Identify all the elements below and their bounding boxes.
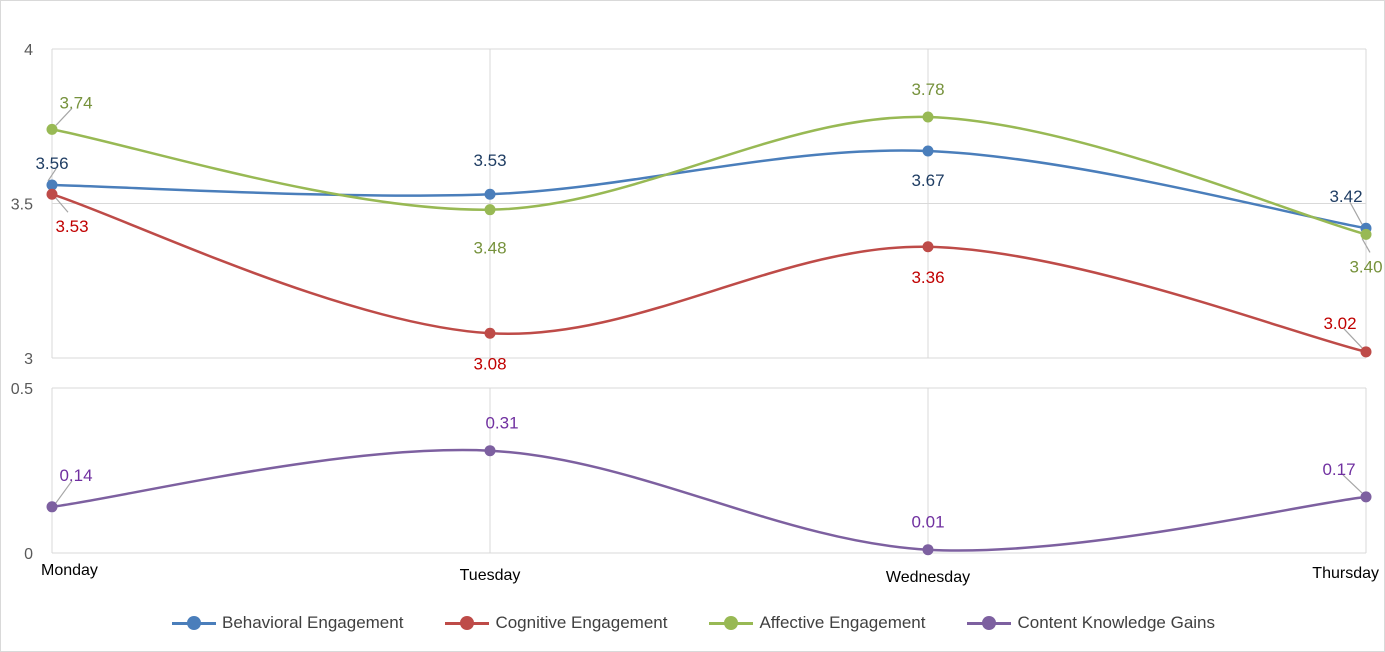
legend-item-content-knowledge[interactable]: Content Knowledge Gains (967, 613, 1215, 633)
data-label: 3.42 (1329, 187, 1362, 206)
data-label: 3.53 (55, 217, 88, 236)
series-line (51, 115, 1367, 236)
data-label: 3.08 (473, 354, 506, 373)
data-label-leader (47, 168, 57, 182)
data-point (922, 241, 934, 253)
data-point (922, 111, 934, 123)
data-label: 3.78 (911, 80, 944, 99)
data-label-leader (1361, 238, 1371, 253)
legend-marker (724, 616, 739, 630)
data-label: 3.56 (35, 154, 68, 173)
x-category-label: Monday (41, 562, 98, 579)
y-tick-label: 0 (24, 546, 33, 563)
data-label: 3.40 (1349, 257, 1382, 276)
series-line (51, 448, 1367, 552)
data-point (46, 123, 58, 135)
x-category-label: Wednesday (886, 569, 970, 586)
legend-label: Cognitive Engagement (495, 613, 668, 632)
data-point (46, 501, 58, 513)
legend: Behavioral Engagement Cognitive Engageme… (1, 613, 1385, 633)
series-line (51, 149, 1367, 230)
legend-swatch-behavioral (171, 616, 216, 630)
data-point (484, 327, 496, 339)
chart-svg: 3 3.5 4 3.56 3.53 3.67 3.42 3.53 3.08 3.36 3.02 3.7… (11, 42, 1383, 586)
legend-item-cognitive[interactable]: Cognitive Engagement (445, 613, 667, 633)
y-tick-label: 0.5 (11, 381, 33, 398)
legend-marker (460, 616, 475, 630)
legend-marker (982, 616, 997, 630)
data-point (1360, 228, 1372, 240)
data-label: 0.31 (485, 414, 518, 433)
data-point (46, 188, 58, 200)
data-point (46, 179, 58, 191)
data-label: 3.48 (473, 239, 506, 258)
data-point (1360, 491, 1372, 503)
legend-item-behavioral[interactable]: Behavioral Engagement (171, 613, 404, 633)
data-label: 3.53 (473, 151, 506, 170)
data-point (922, 145, 934, 157)
data-point (484, 445, 496, 457)
data-point (922, 544, 934, 556)
y-tick-label: 4 (24, 42, 33, 59)
legend-label: Affective Engagement (759, 613, 926, 632)
data-label: 0.14 (59, 466, 92, 485)
legend-label: Content Knowledge Gains (1017, 613, 1216, 632)
data-point (1360, 346, 1372, 358)
data-point (484, 204, 496, 216)
data-label: 0.01 (911, 513, 944, 532)
data-label-leader (55, 197, 69, 213)
legend-item-affective[interactable]: Affective Engagement (709, 613, 925, 633)
legend-label: Behavioral Engagement (221, 613, 404, 632)
legend-swatch-content-knowledge (967, 616, 1012, 630)
data-label-leader (55, 480, 73, 504)
legend-swatch-affective (709, 616, 754, 630)
data-label-leader (1349, 201, 1363, 225)
y-tick-label: 3.5 (11, 197, 33, 214)
data-label: 0.17 (1322, 460, 1355, 479)
data-label: 3.74 (59, 93, 92, 112)
series-line (51, 193, 1367, 354)
data-label: 3.36 (911, 268, 944, 287)
legend-marker (186, 616, 201, 630)
y-tick-label: 3 (24, 351, 33, 368)
legend-swatch-cognitive (445, 616, 490, 630)
data-label-leader (1343, 328, 1363, 349)
data-point (484, 188, 496, 200)
data-label: 3.67 (911, 171, 944, 190)
data-label-leader (55, 107, 73, 126)
x-category-label: Tuesday (460, 567, 521, 584)
data-label-leader (1342, 474, 1363, 494)
x-category-label: Thursday (1312, 565, 1379, 582)
data-label: 3.02 (1323, 314, 1356, 333)
